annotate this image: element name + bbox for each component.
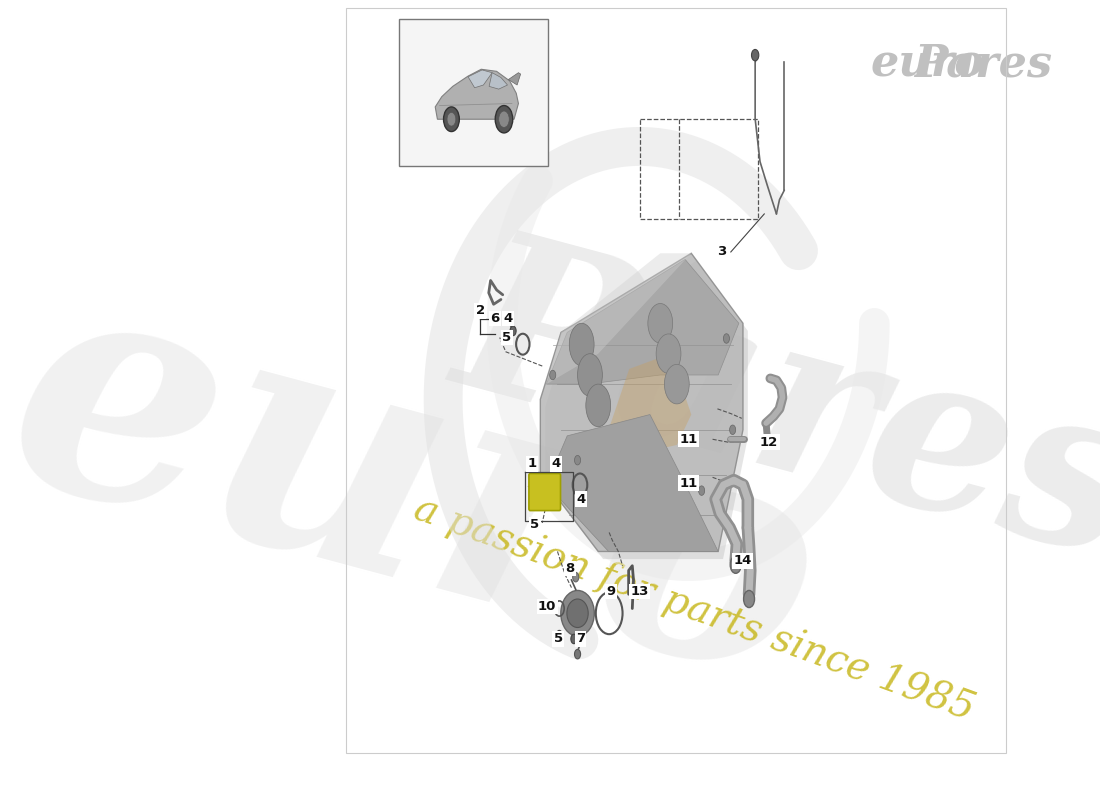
Text: 14: 14 <box>734 554 752 567</box>
Polygon shape <box>546 261 748 559</box>
Text: euro: euro <box>0 239 849 750</box>
Polygon shape <box>436 70 518 119</box>
Text: 8: 8 <box>565 562 575 575</box>
Text: 5: 5 <box>553 633 563 646</box>
Ellipse shape <box>656 334 681 374</box>
Ellipse shape <box>664 364 690 404</box>
Bar <box>639 119 758 218</box>
Circle shape <box>571 634 576 644</box>
Text: 3: 3 <box>717 246 726 258</box>
Circle shape <box>751 50 759 61</box>
Text: 12: 12 <box>760 436 779 449</box>
Text: 4: 4 <box>576 493 586 506</box>
Text: 5: 5 <box>530 518 539 531</box>
Polygon shape <box>469 70 492 88</box>
Polygon shape <box>547 254 691 384</box>
Text: 5: 5 <box>503 331 512 344</box>
Bar <box>399 19 549 166</box>
Circle shape <box>574 455 581 465</box>
Circle shape <box>498 111 509 127</box>
Text: a passion for parts since 1985: a passion for parts since 1985 <box>409 490 980 728</box>
Text: 4: 4 <box>504 312 513 325</box>
Text: 4: 4 <box>551 458 560 470</box>
Polygon shape <box>540 254 743 551</box>
Polygon shape <box>508 73 520 85</box>
Circle shape <box>447 112 455 126</box>
Polygon shape <box>547 259 739 384</box>
Text: 9: 9 <box>606 585 616 598</box>
Circle shape <box>574 650 581 659</box>
Circle shape <box>443 107 460 131</box>
Ellipse shape <box>561 590 594 636</box>
Polygon shape <box>547 414 718 551</box>
Ellipse shape <box>578 354 603 396</box>
Text: 1: 1 <box>527 458 537 470</box>
Text: 2: 2 <box>475 305 485 318</box>
Text: 13: 13 <box>630 585 649 598</box>
Circle shape <box>557 630 562 640</box>
Circle shape <box>730 556 741 574</box>
Ellipse shape <box>586 384 611 426</box>
Text: 11: 11 <box>679 477 697 490</box>
Text: 11: 11 <box>679 433 697 446</box>
Circle shape <box>744 590 755 607</box>
Ellipse shape <box>566 599 588 627</box>
Polygon shape <box>490 73 507 89</box>
Circle shape <box>550 370 556 380</box>
Circle shape <box>495 106 513 133</box>
Circle shape <box>698 486 705 495</box>
Circle shape <box>724 334 729 343</box>
Ellipse shape <box>570 323 594 366</box>
Text: Pares: Pares <box>437 215 1100 602</box>
Text: 7: 7 <box>576 633 585 646</box>
Text: 10: 10 <box>538 600 557 613</box>
Text: Pares: Pares <box>914 42 1053 86</box>
Text: 6: 6 <box>491 312 499 325</box>
Circle shape <box>510 326 516 336</box>
FancyBboxPatch shape <box>529 474 561 510</box>
Ellipse shape <box>648 303 673 343</box>
Circle shape <box>729 425 736 434</box>
Circle shape <box>573 572 579 582</box>
Text: euro: euro <box>871 42 984 86</box>
Polygon shape <box>608 354 691 454</box>
